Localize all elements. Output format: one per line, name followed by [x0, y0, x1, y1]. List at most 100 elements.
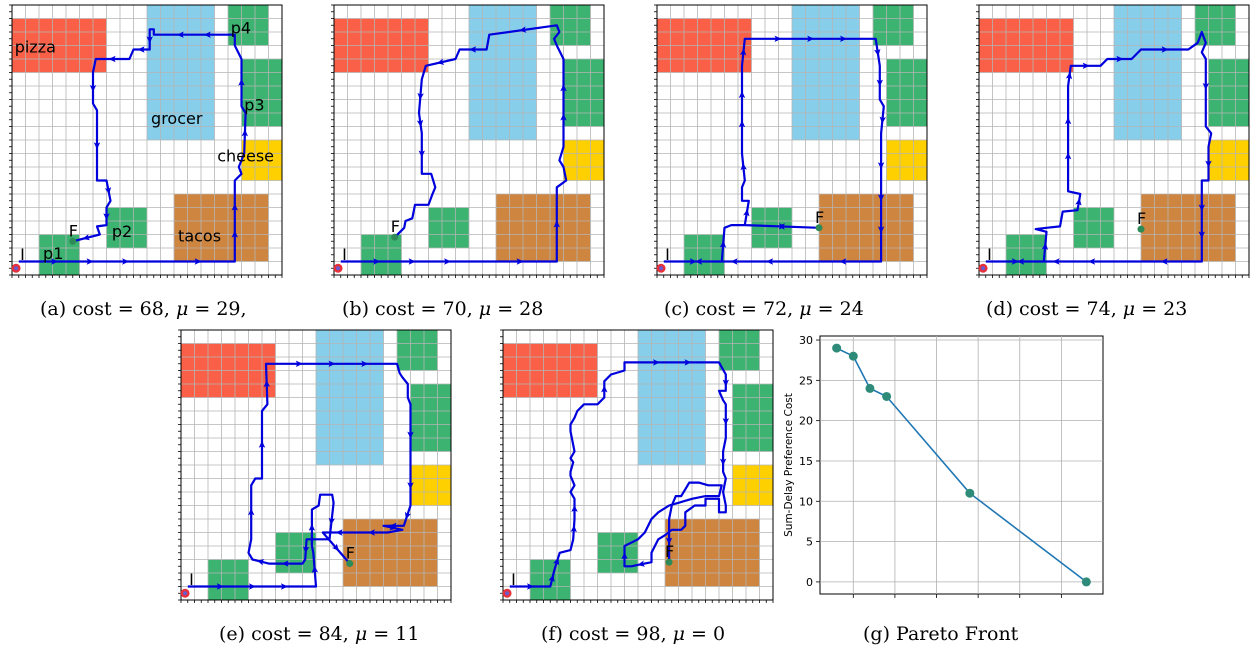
path-arrow — [238, 78, 245, 86]
path-arrow — [1198, 204, 1206, 212]
path-arrow — [405, 511, 412, 520]
path-arrow — [1065, 71, 1073, 80]
path-arrow — [1075, 198, 1082, 206]
region-cheese — [563, 140, 604, 181]
final-point — [1137, 225, 1145, 233]
region-cheese — [1208, 140, 1249, 181]
path-arrow — [738, 91, 746, 98]
path-arrow — [1116, 55, 1124, 63]
final-point — [69, 237, 77, 245]
path-arrow — [695, 258, 703, 265]
start-point-core — [505, 591, 510, 596]
region-tacos — [343, 519, 438, 587]
region-label-cheese: cheese — [217, 147, 274, 166]
path-arrow — [436, 58, 445, 65]
path-route — [985, 30, 1213, 263]
region-p4 — [397, 330, 438, 371]
path-arrow — [122, 258, 130, 265]
path-arrow — [368, 529, 375, 536]
path-arrow — [176, 31, 184, 38]
caption-f-mu: 0 — [713, 623, 726, 645]
tick-marks — [976, 4, 1250, 278]
path-arrow — [203, 31, 211, 38]
path-arrow — [1082, 62, 1090, 69]
path-arrow — [408, 258, 416, 265]
path-route — [340, 24, 568, 263]
path-arrow — [570, 525, 577, 533]
path-arrow — [722, 379, 730, 387]
region-tacos — [496, 194, 591, 262]
caption-a-mu: 29 — [216, 298, 241, 320]
path-arrow — [553, 220, 561, 228]
grid-map-b: IF — [331, 4, 605, 278]
region-p1 — [1006, 234, 1047, 275]
path-arrow — [1088, 258, 1096, 265]
region-p3 — [563, 59, 604, 127]
path-arrow — [108, 55, 116, 63]
y-tick-label: 0 — [806, 576, 813, 589]
path-arrow — [93, 142, 101, 150]
region-tacos — [1141, 194, 1236, 262]
caption-e: (e) cost = 84, μ = 11 — [219, 623, 420, 645]
path-arrow — [469, 46, 477, 53]
start-point-core — [14, 266, 19, 271]
grid-map-d: IF — [976, 4, 1250, 278]
region-label-p4: p4 — [231, 18, 251, 37]
caption-c-mu: 24 — [839, 298, 864, 320]
path-arrow — [302, 546, 310, 554]
path-arrow — [665, 537, 673, 545]
path-arrow — [1064, 117, 1072, 125]
caption-f: (f) cost = 98, μ = 0 — [541, 623, 726, 645]
start-label: I — [342, 245, 347, 264]
y-tick-label: 5 — [806, 536, 813, 549]
path-arrow — [553, 557, 560, 566]
path-arrow — [774, 35, 782, 42]
region-cheese — [886, 140, 927, 181]
path-arrow — [777, 223, 786, 230]
pareto-point — [832, 343, 842, 353]
path-arrow — [840, 35, 847, 42]
region-tacos — [819, 194, 914, 262]
path-arrow — [258, 440, 266, 448]
caption-c: (c) cost = 72, μ = 24 — [664, 298, 864, 320]
start-label: I — [511, 570, 516, 589]
path-arrow — [231, 203, 239, 211]
tick-marks — [654, 4, 928, 278]
pareto-grid — [816, 336, 1103, 598]
path-arrow — [361, 360, 369, 367]
start-point-core — [981, 266, 986, 271]
grid-map-f: IF — [500, 329, 774, 603]
path-arrow — [407, 482, 414, 490]
region-label-p3: p3 — [244, 95, 264, 114]
region-cheese — [241, 140, 282, 181]
path-arrow — [527, 583, 534, 590]
caption-g: (g) Pareto Front — [863, 623, 1018, 645]
final-point — [815, 224, 823, 232]
path-arrow — [104, 187, 112, 195]
path-arrow — [89, 85, 97, 92]
final-point — [346, 560, 354, 568]
grid-lines — [978, 4, 1250, 276]
path-arrow — [601, 385, 608, 393]
path-arrow — [877, 226, 885, 234]
region-p3 — [1208, 59, 1249, 127]
y-tick-label: 15 — [799, 455, 813, 468]
region-p1 — [684, 234, 725, 275]
caption-b: (b) cost = 70, μ = 28 — [342, 298, 544, 320]
path-arrow — [689, 258, 697, 265]
pareto-point — [865, 383, 875, 393]
path-arrow — [738, 120, 746, 128]
region-cheese — [732, 465, 773, 506]
path-arrow — [1160, 258, 1168, 265]
region-p3 — [241, 59, 282, 127]
region-p2 — [428, 207, 469, 248]
path-arrow — [1052, 258, 1060, 265]
path-arrow — [1064, 152, 1072, 160]
path-arrow — [1017, 258, 1025, 265]
path-arrow — [311, 565, 319, 573]
path-arrow — [416, 119, 424, 128]
path-arrow — [719, 458, 727, 466]
final-label: F — [1137, 209, 1146, 228]
region-label-tacos: tacos — [178, 226, 221, 245]
pareto-point — [965, 488, 975, 498]
